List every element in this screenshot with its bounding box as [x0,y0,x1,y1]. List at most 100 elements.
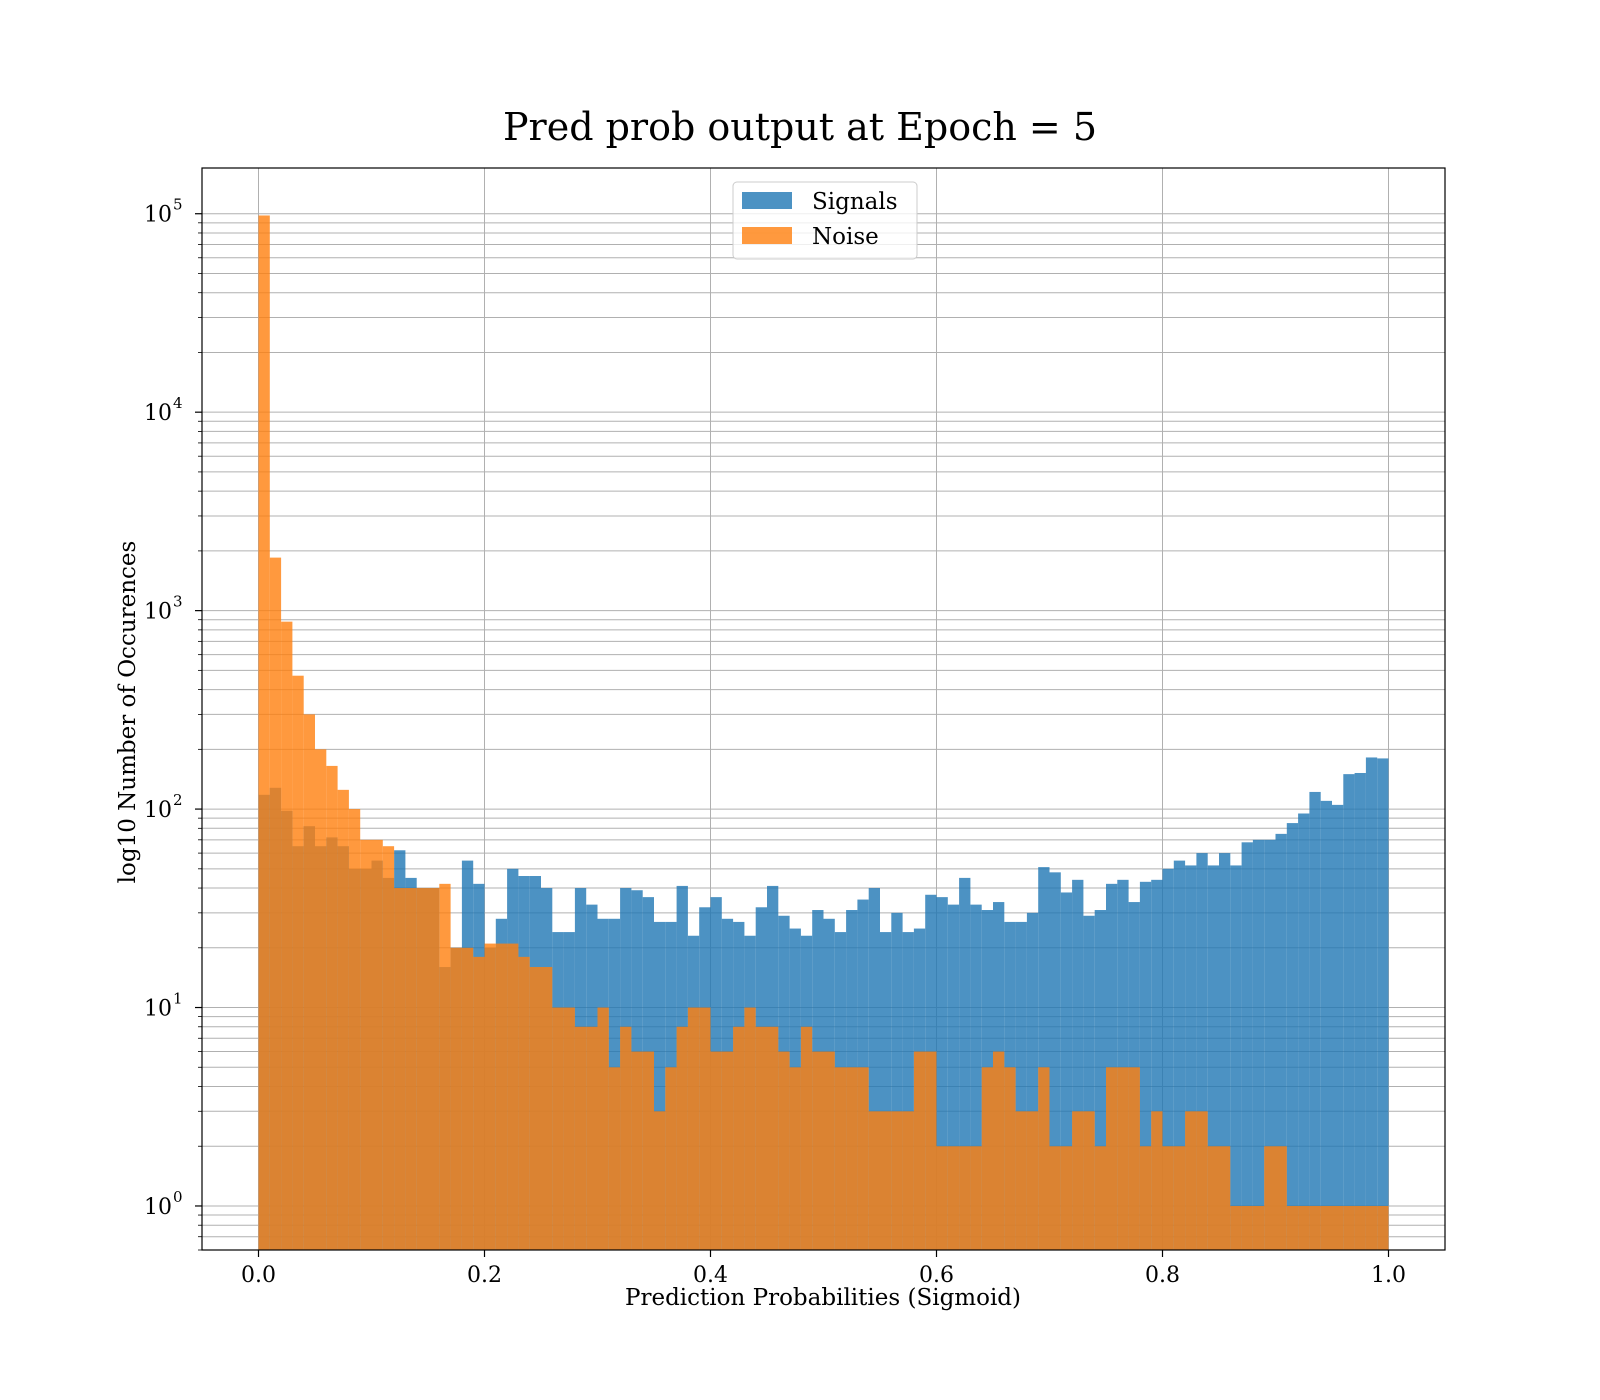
signals-bar [1015,921,1027,1250]
signals-bar [1072,879,1084,1250]
signals-bar [1332,804,1344,1250]
noise-bar [1026,1111,1039,1250]
noise-bar [981,1067,993,1250]
noise-bar [1173,1146,1186,1250]
noise-bar [461,947,474,1250]
signals-bar [1038,867,1050,1250]
signals-bar [936,897,948,1250]
noise-bar [405,888,417,1250]
noise-bar [1286,1205,1299,1250]
noise-bar [654,1111,666,1250]
noise-bar [1038,1067,1050,1250]
signals-bar [1106,883,1118,1250]
noise-bar [371,839,383,1250]
noise-bar [834,1067,847,1250]
noise-bar [755,1026,767,1250]
signals-bar [970,904,982,1250]
noise-bar [744,1007,756,1250]
y-tick-label-exponent: 5 [173,196,183,214]
noise-bar [269,557,282,1250]
y-tick-label-exponent: 1 [173,990,183,1008]
signals-bar [1286,823,1299,1250]
signals-bar [1354,772,1366,1250]
noise-bar [902,1111,914,1250]
y-tick-label: 10 [144,401,172,426]
noise-bar [416,888,428,1250]
y-tick-label: 10 [144,203,172,228]
noise-bar [868,1111,880,1250]
signals-bar [1094,910,1106,1250]
noise-bar [1365,1205,1378,1250]
noise-bar [857,1067,869,1250]
noise-bar [778,1051,790,1250]
noise-bar [597,1007,609,1250]
noise-bar [721,1051,734,1250]
noise-bar [473,956,485,1250]
noise-bar [586,1026,598,1250]
x-tick-label: 1.0 [1371,1263,1406,1288]
noise-bar [993,1051,1005,1250]
noise-bar [676,1026,688,1250]
signals-bar [891,912,903,1250]
noise-bar [913,1051,926,1250]
noise-bar [959,1146,971,1250]
noise-bar [1049,1146,1061,1250]
signals-bar [1139,881,1152,1250]
noise-bar [518,956,530,1250]
x-tick-label: 0.6 [919,1263,954,1288]
noise-bar [394,888,406,1250]
x-axis-ticks: 0.0 0.2 0.4 0.6 0.8 1.0 [241,1250,1406,1288]
signals-bar [1343,774,1355,1250]
noise-bar [846,1067,858,1250]
signals-bar [1117,879,1129,1250]
noise-bar [710,1051,722,1250]
y-tick-label: 10 [144,600,172,625]
signals-bar [1083,915,1095,1250]
legend-label-signals: Signals [812,189,898,215]
noise-bar [495,943,508,1250]
noise-bar [631,1051,643,1250]
noise-bar [936,1146,948,1250]
noise-bar [507,943,519,1250]
noise-bar [823,1051,835,1250]
noise-bar [1320,1205,1332,1250]
legend-swatch-signals [742,192,792,209]
noise-bar [484,943,496,1250]
noise-bar [1354,1205,1366,1250]
noise-bar [947,1146,960,1250]
signals-bar [1298,813,1310,1250]
noise-bar [337,789,349,1250]
signals-bar [1365,757,1378,1250]
noise-bar [1139,1146,1152,1250]
noise-bar [315,749,327,1250]
noise-bar [1252,1205,1265,1250]
signals-bar [1162,868,1174,1250]
noise-bar [699,1007,711,1250]
noise-bar [1083,1111,1095,1250]
signals-bar [1320,800,1332,1250]
x-tick-label: 0.8 [1145,1263,1180,1288]
noise-bar [891,1111,903,1250]
noise-bar [1004,1067,1016,1250]
signals-bar [1151,879,1163,1250]
noise-bar [382,846,395,1250]
y-tick-label: 10 [144,798,172,823]
noise-bar [303,714,315,1250]
signals-bar [654,921,666,1250]
x-tick-label: 0.0 [241,1263,276,1288]
signals-bar [1241,842,1253,1250]
noise-bar [1117,1067,1129,1250]
signals-bar [1026,912,1039,1250]
noise-series-bars [258,215,1389,1251]
noise-bar [348,809,361,1250]
signals-bar [1219,853,1231,1250]
x-tick-label: 0.2 [467,1263,502,1288]
noise-bar [439,883,451,1250]
noise-bar [789,1067,801,1250]
noise-bar [1264,1146,1276,1250]
noise-bar [428,888,440,1250]
noise-bar [563,1007,575,1250]
